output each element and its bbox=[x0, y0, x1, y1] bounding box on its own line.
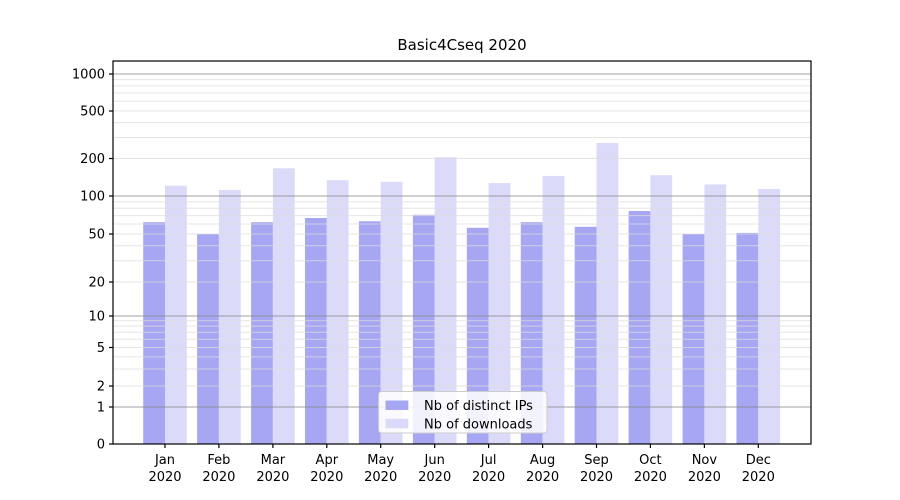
legend: Nb of distinct IPs Nb of downloads bbox=[378, 391, 548, 434]
bar-mar-downloads bbox=[272, 168, 295, 445]
x-tick-label-year: 2020 bbox=[364, 470, 397, 485]
x-tick-label-month: Dec bbox=[746, 453, 771, 468]
bar-sep-downloads bbox=[596, 142, 619, 444]
y-tick-label: 10 bbox=[88, 310, 105, 325]
x-tick-label-month: Jun bbox=[424, 453, 445, 468]
bar-mar-ips bbox=[251, 222, 273, 444]
bar-jun-ips bbox=[412, 214, 435, 444]
bars-layer bbox=[143, 142, 781, 445]
x-tick-label-year: 2020 bbox=[580, 470, 613, 485]
legend-swatch-distinct-ips bbox=[385, 400, 409, 410]
y-tick-label: 500 bbox=[80, 105, 105, 120]
bar-jan-ips bbox=[143, 222, 165, 444]
x-tick-label-year: 2020 bbox=[202, 470, 235, 485]
x-tick-label-month: Aug bbox=[530, 453, 555, 468]
x-tick-label-month: Mar bbox=[261, 453, 286, 468]
y-axis: 0 1 2 5 10 20 50 100 200 500 1000 bbox=[72, 68, 113, 453]
x-tick-label-month: Jan bbox=[154, 453, 175, 468]
x-tick-label-year: 2020 bbox=[472, 470, 505, 485]
bar-dec-ips bbox=[736, 232, 759, 444]
bar-may-downloads bbox=[380, 181, 403, 445]
chart-title: Basic4Cseq 2020 bbox=[397, 36, 526, 54]
bar-sep-ips bbox=[574, 226, 597, 444]
bar-jan-downloads bbox=[165, 185, 187, 444]
x-tick-label-month: Sep bbox=[584, 453, 609, 468]
y-tick-label: 1000 bbox=[72, 68, 105, 83]
y-tick-label: 1 bbox=[97, 401, 105, 416]
y-tick-label: 0 bbox=[97, 438, 105, 453]
x-tick-label-month: Nov bbox=[692, 453, 718, 468]
x-tick-label-year: 2020 bbox=[688, 470, 721, 485]
x-tick-label-year: 2020 bbox=[148, 470, 181, 485]
grid-layer bbox=[113, 73, 811, 408]
x-tick-label-year: 2020 bbox=[310, 470, 343, 485]
x-tick-label-month: Oct bbox=[639, 453, 661, 468]
y-tick-label: 100 bbox=[80, 190, 105, 205]
legend-box bbox=[378, 391, 548, 434]
x-tick-label-year: 2020 bbox=[418, 470, 451, 485]
x-tick-label-year: 2020 bbox=[526, 470, 559, 485]
x-tick-label-year: 2020 bbox=[256, 470, 289, 485]
legend-swatch-downloads bbox=[385, 418, 409, 429]
legend-label-distinct-ips: Nb of distinct IPs bbox=[424, 399, 533, 414]
x-tick-label-month: Feb bbox=[207, 453, 230, 468]
bar-aug-downloads bbox=[542, 175, 565, 444]
y-tick-label: 20 bbox=[88, 276, 105, 291]
bar-aug-ips bbox=[520, 222, 543, 444]
bar-jun-downloads bbox=[434, 157, 457, 444]
y-tick-label: 50 bbox=[88, 228, 105, 243]
y-tick-label: 200 bbox=[80, 152, 105, 167]
x-tick-label-month: Jul bbox=[480, 453, 497, 468]
legend-label-downloads: Nb of downloads bbox=[424, 417, 533, 432]
y-tick-label: 2 bbox=[97, 380, 105, 395]
x-tick-label-month: May bbox=[367, 453, 394, 468]
x-tick-label-year: 2020 bbox=[634, 470, 667, 485]
x-axis: Jan 2020 Feb 2020 Mar 2020 Apr 2020 May 2020 Jun 20… bbox=[148, 444, 775, 485]
bar-oct-downloads bbox=[650, 175, 673, 444]
bar-apr-ips bbox=[305, 218, 327, 444]
bar-jul-downloads bbox=[488, 183, 511, 444]
bar-nov-downloads bbox=[704, 184, 727, 444]
x-tick-label-month: Apr bbox=[316, 453, 339, 468]
bar-feb-downloads bbox=[218, 189, 241, 444]
y-tick-label: 5 bbox=[97, 341, 105, 356]
x-tick-label-year: 2020 bbox=[742, 470, 775, 485]
bar-apr-downloads bbox=[326, 180, 349, 444]
plot-border bbox=[112, 60, 812, 445]
